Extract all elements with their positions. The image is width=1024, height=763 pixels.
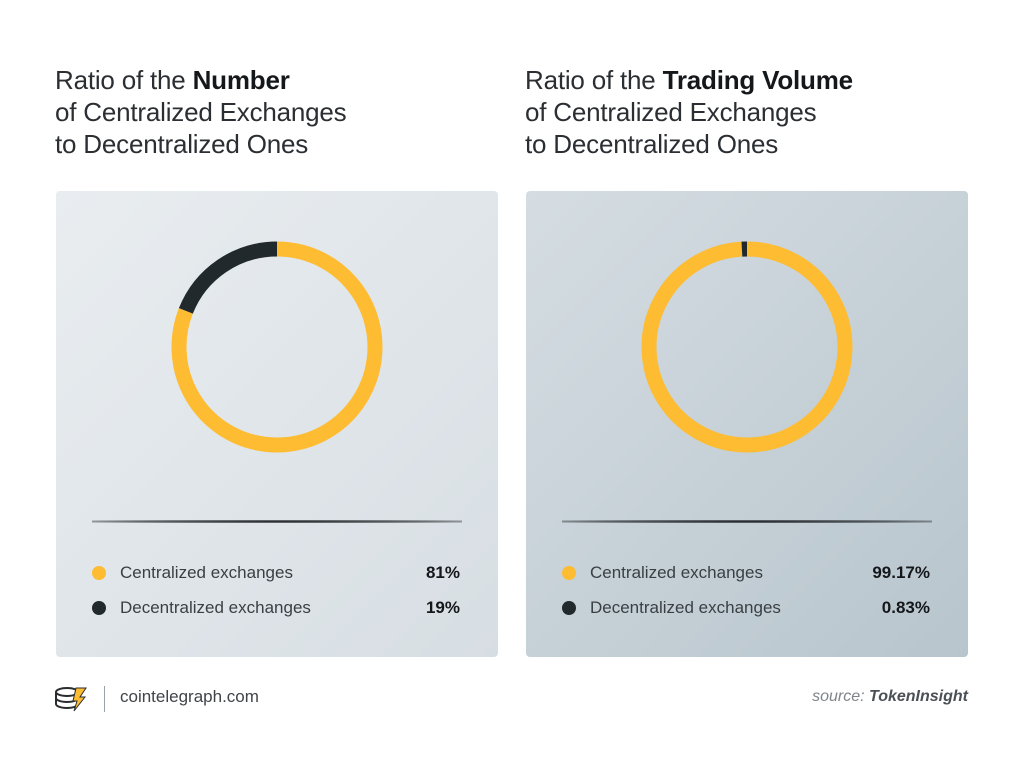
right-divider xyxy=(562,520,932,523)
right-chart-title: Ratio of the Trading Volume of Centraliz… xyxy=(525,64,853,160)
right-legend-decentralized: Decentralized exchanges 0.83% xyxy=(562,596,930,620)
left-chart-title: Ratio of the Number of Centralized Excha… xyxy=(55,64,347,160)
left-legend-label-centralized: Centralized exchanges xyxy=(120,563,293,582)
right-title-line1: Ratio of the Trading Volume xyxy=(525,64,853,96)
left-chart-card: Centralized exchanges 81% Decentralized … xyxy=(56,191,498,657)
cointelegraph-logo-icon xyxy=(55,687,87,712)
left-title-bold: Number xyxy=(192,65,290,95)
left-divider xyxy=(92,520,462,523)
left-legend-value-decentralized: 19% xyxy=(425,598,460,617)
footer-source: source: TokenInsight xyxy=(812,688,968,706)
right-legend-centralized: Centralized exchanges 99.17% xyxy=(562,561,930,585)
left-donut-chart xyxy=(171,241,383,453)
footer-divider xyxy=(104,686,105,712)
donut-slice-decentralized xyxy=(178,241,278,314)
footer-site-link[interactable]: cointelegraph.com xyxy=(120,687,259,706)
left-legend-value-centralized: 81% xyxy=(425,563,460,582)
right-donut-chart xyxy=(641,241,853,453)
right-title-line2: of Centralized Exchanges xyxy=(525,97,817,127)
decentralized-dot-icon xyxy=(92,601,106,615)
left-title-prefix: Ratio of the xyxy=(55,65,193,95)
right-title-prefix: Ratio of the xyxy=(525,65,663,95)
left-title-line2: of Centralized Exchanges xyxy=(55,97,347,127)
source-prefix: source: xyxy=(812,688,870,705)
left-title-line3: to Decentralized Ones xyxy=(55,129,309,159)
decentralized-dot-icon xyxy=(562,601,576,615)
right-legend-label-centralized: Centralized exchanges xyxy=(590,563,763,582)
right-legend-label-decentralized: Decentralized exchanges xyxy=(590,598,781,617)
right-chart-card: Centralized exchanges 99.17% Decentraliz… xyxy=(526,191,968,657)
left-title-line1: Ratio of the Number xyxy=(55,64,346,96)
left-legend-centralized: Centralized exchanges 81% xyxy=(92,561,460,585)
centralized-dot-icon xyxy=(92,566,106,580)
donut-slice-centralized xyxy=(641,241,853,453)
right-title-bold: Trading Volume xyxy=(662,65,853,95)
source-name: TokenInsight xyxy=(869,688,968,705)
right-legend-value-decentralized: 0.83% xyxy=(881,598,930,617)
right-legend-value-centralized: 99.17% xyxy=(872,563,930,582)
left-legend-decentralized: Decentralized exchanges 19% xyxy=(92,596,460,620)
right-title-line3: to Decentralized Ones xyxy=(525,129,779,159)
left-legend-label-decentralized: Decentralized exchanges xyxy=(120,598,311,617)
donut-slice-centralized xyxy=(171,241,383,453)
centralized-dot-icon xyxy=(562,566,576,580)
